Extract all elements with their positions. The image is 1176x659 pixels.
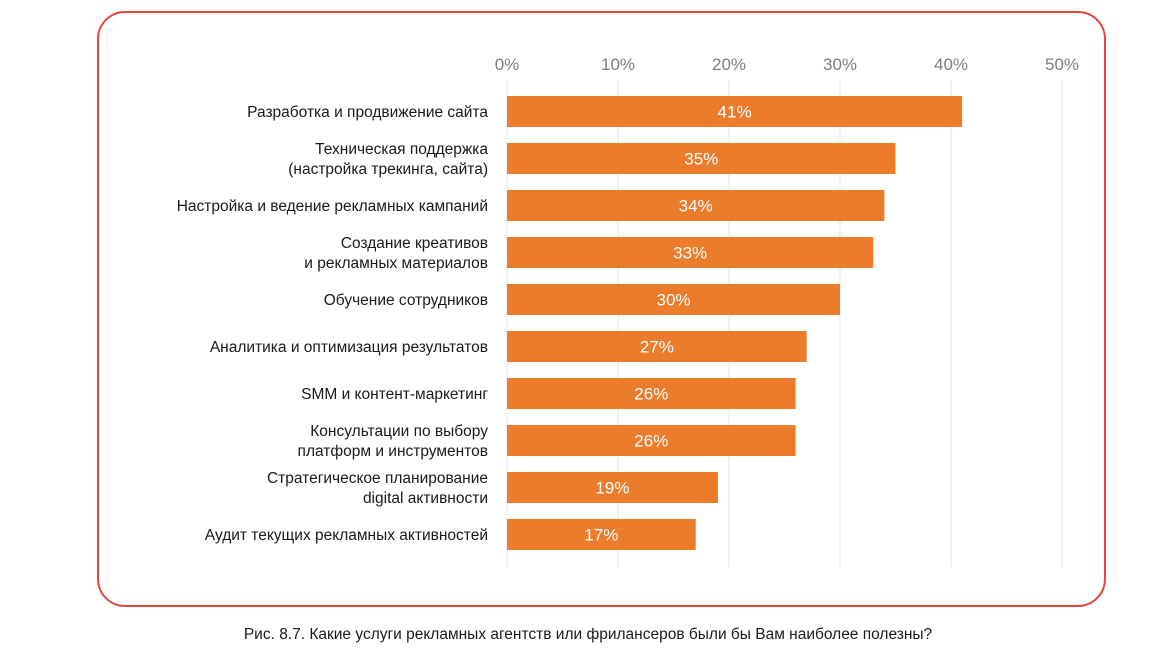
category-label: digital активности — [363, 490, 488, 507]
bar — [507, 190, 885, 221]
category-label: Обучение сотрудников — [324, 292, 488, 309]
category-label: Создание креативов — [341, 235, 488, 252]
x-tick-label: 20% — [712, 55, 746, 74]
figure-caption: Рис. 8.7. Какие услуги рекламных агентст… — [243, 626, 933, 643]
category-labels: Разработка и продвижение сайта Техническа… — [177, 104, 489, 544]
x-tick-label: 30% — [823, 55, 857, 74]
bar-value-label: 17% — [584, 526, 618, 545]
bar — [507, 425, 796, 456]
bar — [507, 284, 840, 315]
bar-value-label: 33% — [673, 244, 707, 263]
category-label: Аудит текущих рекламных активностей — [205, 527, 488, 544]
bar — [507, 237, 874, 268]
bar-value-label: 26% — [634, 385, 668, 404]
bars: 41% 35% 34% 33% 30% 27% 26% 26% 19% 17% — [507, 96, 963, 550]
x-tick-label: 0% — [495, 55, 520, 74]
bar — [507, 519, 696, 550]
bar — [507, 96, 963, 127]
x-tick-label: 10% — [601, 55, 635, 74]
bar — [507, 472, 718, 503]
bar — [507, 331, 807, 362]
x-tick-label: 50% — [1045, 55, 1079, 74]
bar — [507, 378, 796, 409]
bar-value-label: 26% — [634, 432, 668, 451]
category-label: Разработка и продвижение сайта — [247, 104, 488, 121]
bar-value-label: 27% — [640, 338, 674, 357]
category-label: платформ и инструментов — [298, 443, 488, 460]
x-tick-label: 40% — [934, 55, 968, 74]
bar-value-label: 35% — [684, 150, 718, 169]
bar — [507, 143, 896, 174]
category-label: Техническая поддержка — [315, 141, 488, 158]
category-label: Консультации по выбору — [310, 423, 488, 440]
category-label: Аналитика и оптимизация результатов — [210, 339, 488, 356]
bar-value-label: 30% — [656, 291, 690, 310]
category-label: и рекламных материалов — [304, 255, 488, 272]
category-label: Стратегическое планирование — [267, 470, 488, 487]
category-label: (настройка трекинга, сайта) — [288, 161, 488, 178]
bar-value-label: 19% — [595, 479, 629, 498]
category-label: Настройка и ведение рекламных кампаний — [177, 198, 488, 215]
bar-value-label: 34% — [679, 197, 713, 216]
x-axis-ticks: 0% 10% 20% 30% 40% 50% — [495, 55, 1079, 74]
category-label: SMM и контент-маркетинг — [301, 386, 488, 403]
bar-value-label: 41% — [718, 103, 752, 122]
